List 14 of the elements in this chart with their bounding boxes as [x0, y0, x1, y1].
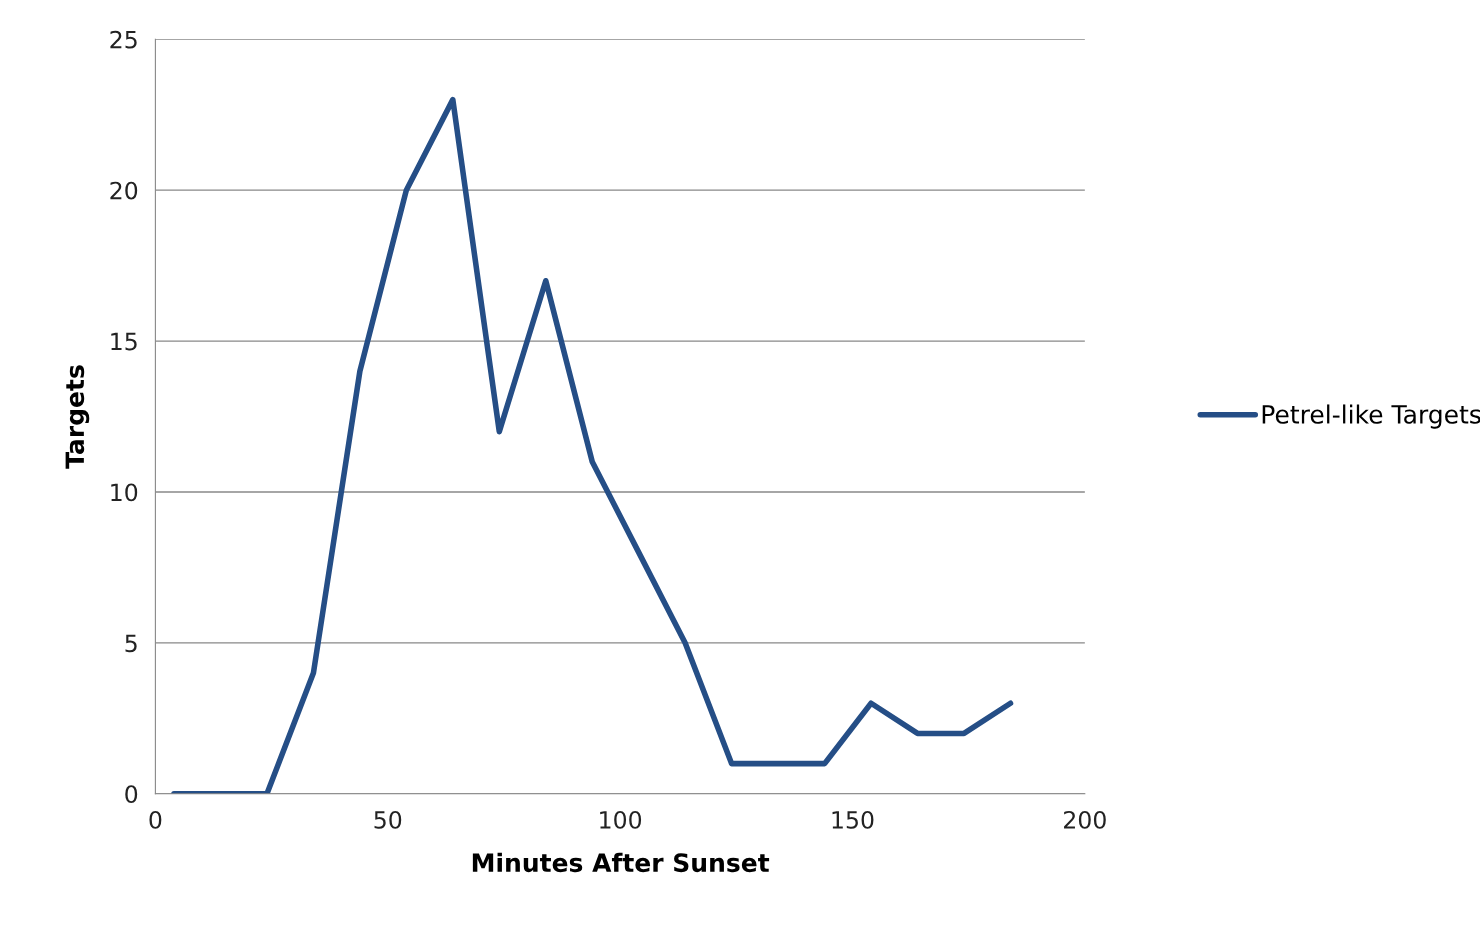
y-tick-label: 15: [111, 332, 137, 351]
y-tick-label: 25: [110, 30, 137, 49]
y-tick-label: 5: [125, 634, 137, 653]
x-tick-label: 0: [149, 810, 162, 829]
y-tick-label: 20: [110, 181, 138, 200]
x-tick-label: 200: [1064, 810, 1106, 829]
x-tick-label: 50: [374, 810, 402, 829]
x-axis-title: Minutes After Sunset: [472, 852, 770, 873]
x-tick-label: 100: [600, 810, 642, 829]
legend-label: Petrel-like Targets: [1262, 404, 1480, 429]
x-tick-label: 150: [832, 810, 874, 829]
y-tick-label: 10: [111, 483, 138, 502]
y-tick-label: 0: [125, 785, 138, 804]
y-axis-title: Targets: [65, 365, 90, 469]
